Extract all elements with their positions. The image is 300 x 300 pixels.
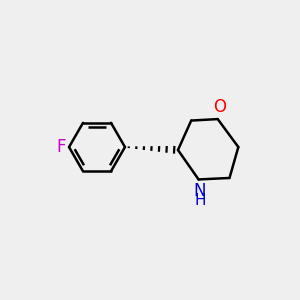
Text: H: H bbox=[194, 193, 206, 208]
Text: F: F bbox=[56, 138, 65, 156]
Text: O: O bbox=[213, 98, 226, 116]
Text: N: N bbox=[194, 182, 206, 200]
